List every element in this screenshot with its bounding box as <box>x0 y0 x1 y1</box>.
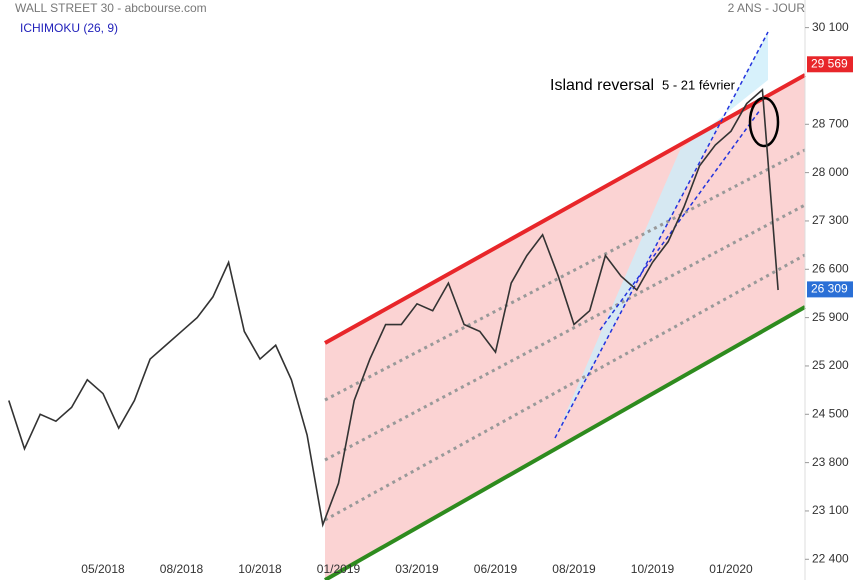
x-tick-label: 10/2019 <box>631 562 675 576</box>
y-tick-label: 28 700 <box>812 116 849 130</box>
y-tick-label: 27 300 <box>812 213 849 227</box>
price-marker <box>807 281 853 298</box>
x-tick-label: 10/2018 <box>238 562 282 576</box>
channel-dotted <box>324 148 806 522</box>
price-marker-label: 29 569 <box>811 56 848 70</box>
x-tick-label: 01/2020 <box>709 562 753 576</box>
annotation: 5 - 21 février <box>662 77 736 92</box>
x-tick-label: 08/2018 <box>160 562 204 576</box>
x-tick-label: 06/2019 <box>474 562 518 576</box>
x-tick-label: 01/2019 <box>317 562 361 576</box>
price-line <box>8 88 779 528</box>
x-tick-label: 08/2019 <box>552 562 596 576</box>
channel-fill <box>325 75 805 580</box>
title: WALL STREET 30 - abcbourse.com <box>15 1 207 15</box>
highlight-ellipse <box>748 96 780 148</box>
y-tick-label: 22 400 <box>812 551 849 565</box>
y-tick-label: 28 000 <box>812 165 849 179</box>
price-marker <box>807 56 853 73</box>
y-tick-label: 26 600 <box>812 261 849 275</box>
x-tick-label: 03/2019 <box>395 562 439 576</box>
channel-top <box>324 73 806 345</box>
subtitle: 2 ANS - JOUR <box>728 1 806 15</box>
y-tick-label: 30 100 <box>812 20 849 34</box>
indicator: ICHIMOKU (26, 9) <box>20 21 118 35</box>
annotation: Island reversal <box>550 77 654 94</box>
y-tick-label: 25 900 <box>812 310 849 324</box>
channel-bottom <box>324 305 806 580</box>
y-tick-label: 23 100 <box>812 503 849 517</box>
price-marker-label: 26 309 <box>811 282 848 296</box>
y-tick-label: 25 200 <box>812 358 849 372</box>
y-tick-label: 24 500 <box>812 406 849 420</box>
x-tick-label: 05/2018 <box>81 562 125 576</box>
y-tick-label: 23 800 <box>812 455 849 469</box>
trend-dashed <box>599 109 761 331</box>
